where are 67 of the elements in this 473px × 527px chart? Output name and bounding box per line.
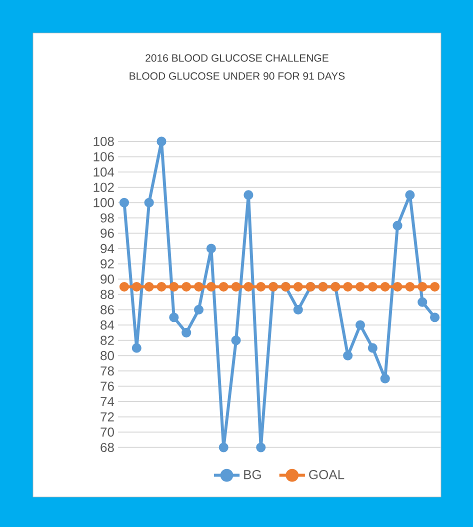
point xyxy=(418,297,428,307)
point xyxy=(355,282,366,292)
point xyxy=(132,343,142,353)
point xyxy=(194,282,204,292)
point xyxy=(380,374,390,384)
chart-title: 2016 BLOOD GLUCOSE CHALLENGE xyxy=(146,54,328,62)
point xyxy=(368,282,378,292)
point xyxy=(392,220,402,230)
point xyxy=(132,282,142,292)
point xyxy=(206,244,216,254)
y-tick-label: 74 xyxy=(100,397,114,406)
point xyxy=(206,282,216,292)
point xyxy=(119,282,130,292)
y-tick-label: 104 xyxy=(94,167,114,177)
point xyxy=(231,282,241,292)
point xyxy=(244,282,254,292)
y-tick-label: 108 xyxy=(94,136,114,146)
point xyxy=(231,336,241,346)
point xyxy=(256,282,266,292)
y-tick-label: 100 xyxy=(94,198,114,208)
y-tick-label: 96 xyxy=(100,228,114,238)
point xyxy=(244,190,254,200)
y-tick-label: 94 xyxy=(100,244,114,254)
y-tick-label: 98 xyxy=(100,213,114,223)
y-tick-label: 82 xyxy=(100,336,114,345)
y-tick-label: 72 xyxy=(100,412,114,422)
point xyxy=(256,442,266,452)
point xyxy=(169,312,179,322)
point xyxy=(218,442,228,452)
point xyxy=(343,282,353,292)
y-tick-label: 90 xyxy=(100,274,114,284)
point xyxy=(119,198,130,208)
point xyxy=(343,350,353,360)
point xyxy=(392,282,402,292)
point xyxy=(144,198,154,208)
y-tick-label: 92 xyxy=(100,259,114,268)
point xyxy=(380,282,390,292)
point xyxy=(355,320,366,330)
y-tick-label: 102 xyxy=(94,182,114,192)
point xyxy=(156,136,166,146)
point xyxy=(430,282,440,292)
point xyxy=(182,328,192,338)
legend-label: GOAL xyxy=(309,470,344,480)
y-tick-label: 86 xyxy=(100,305,114,314)
point xyxy=(169,282,179,292)
y-tick-label: 70 xyxy=(100,428,114,437)
point xyxy=(368,343,378,353)
y-tick-label: 68 xyxy=(100,442,114,452)
y-tick-label: 78 xyxy=(100,366,114,376)
legend-label: BG xyxy=(244,470,261,480)
point xyxy=(293,282,303,292)
point xyxy=(156,282,166,292)
point xyxy=(418,282,428,292)
point xyxy=(405,282,415,292)
point xyxy=(144,282,154,292)
y-tick-label: 106 xyxy=(94,152,114,162)
point xyxy=(293,304,303,315)
chart-subtitle: BLOOD GLUCOSE UNDER 90 FOR 91 DAYS xyxy=(130,72,345,80)
y-tick-label: 84 xyxy=(100,320,114,330)
point xyxy=(194,304,204,315)
y-tick-label: 88 xyxy=(100,290,114,300)
y-tick-label: 80 xyxy=(100,351,114,360)
point xyxy=(430,312,440,322)
point xyxy=(182,282,192,292)
point xyxy=(218,282,228,292)
y-tick-label: 76 xyxy=(100,382,114,391)
point xyxy=(405,190,415,200)
